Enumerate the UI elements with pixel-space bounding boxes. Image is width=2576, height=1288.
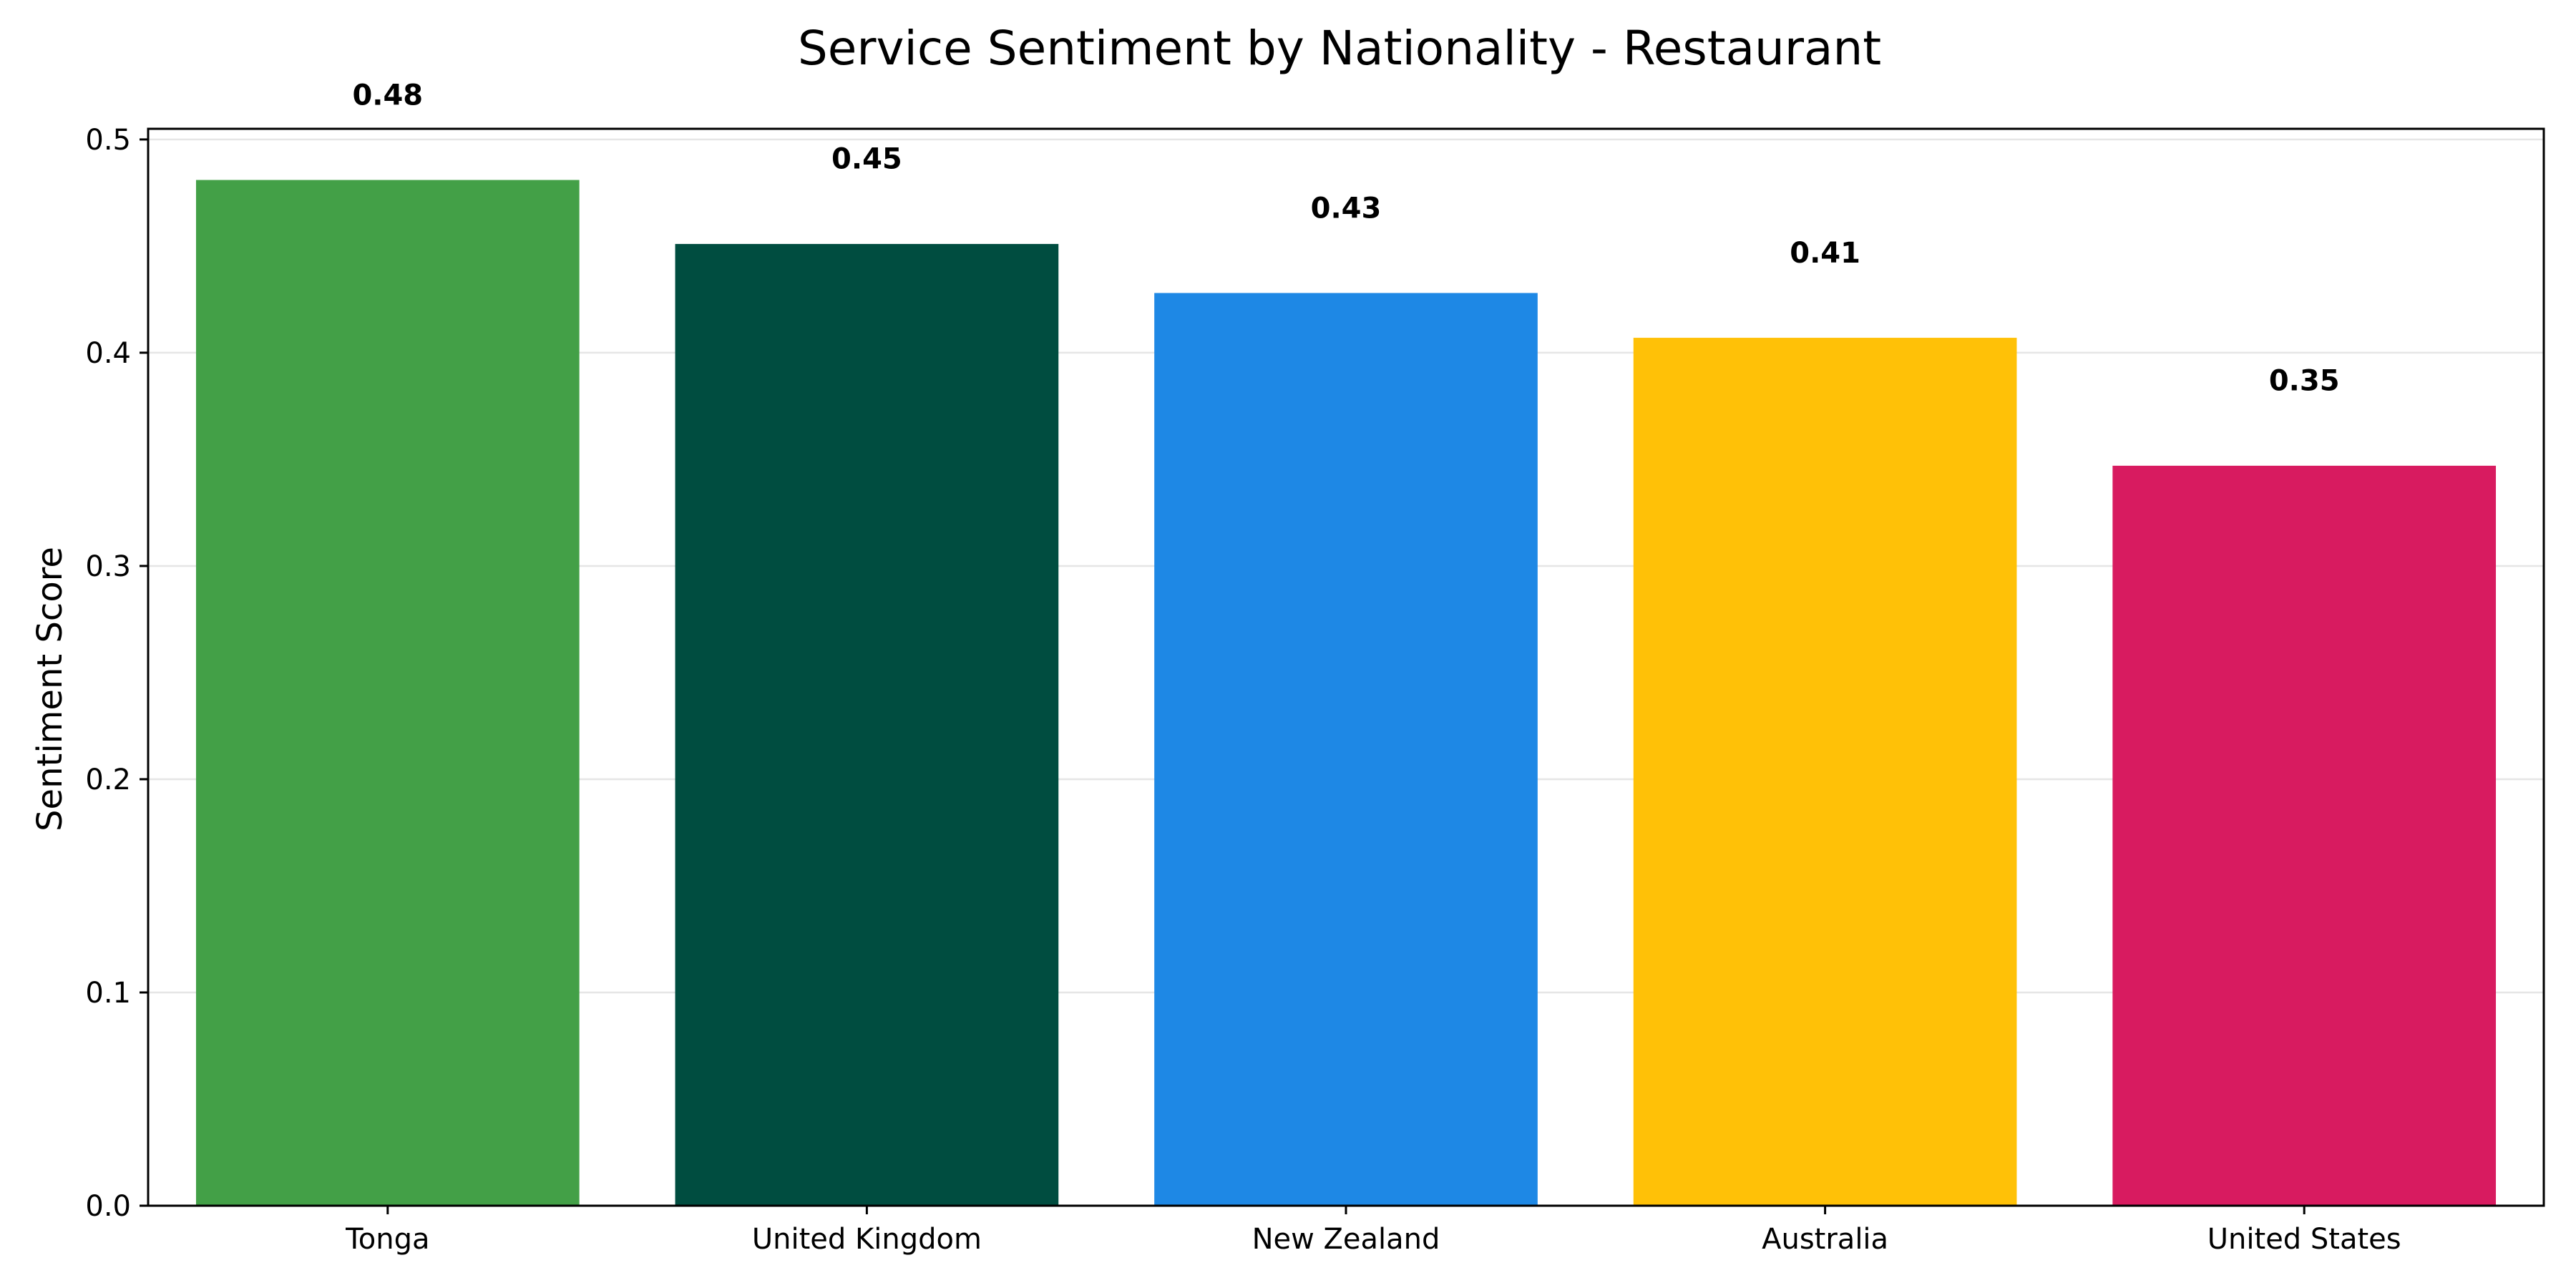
x-tick-label: Tonga (345, 1223, 429, 1256)
y-axis-ticks: 0.0 0.1 0.2 0.3 0.4 0.5 (85, 124, 148, 1223)
y-tick-label: 0.4 (85, 337, 131, 370)
bar-australia (1633, 338, 2017, 1206)
y-tick-label: 0.0 (85, 1190, 131, 1223)
y-tick-label: 0.3 (85, 550, 131, 583)
value-label: 0.41 (1790, 237, 1860, 270)
x-tick-label: United States (2207, 1223, 2401, 1256)
value-label: 0.48 (352, 79, 423, 112)
y-tick-label: 0.2 (85, 763, 131, 796)
x-axis-ticks: Tonga United Kingdom New Zealand Australia U… (345, 1206, 2401, 1256)
chart-title: Service Sentiment by Nationality - Resta… (798, 21, 1881, 76)
y-tick-label: 0.1 (85, 977, 131, 1010)
y-axis-label: Sentiment Score (30, 547, 70, 831)
x-tick-label: Australia (1762, 1223, 1888, 1256)
bar-united-states (2112, 465, 2497, 1206)
plot-area-frame (147, 127, 2545, 1207)
bars (195, 180, 2497, 1206)
bar-new-zealand (1154, 293, 1538, 1206)
value-label: 0.45 (831, 143, 902, 176)
y-tick-label: 0.5 (85, 124, 131, 157)
value-label: 0.43 (1311, 192, 1382, 225)
bar-tonga (195, 180, 580, 1206)
x-tick-label: New Zealand (1252, 1223, 1440, 1256)
value-labels: 0.48 0.45 0.43 0.41 0.35 (352, 79, 2339, 397)
x-tick-label: United Kingdom (752, 1223, 982, 1256)
bar-united-kingdom (675, 243, 1059, 1206)
value-label: 0.35 (2269, 365, 2340, 398)
